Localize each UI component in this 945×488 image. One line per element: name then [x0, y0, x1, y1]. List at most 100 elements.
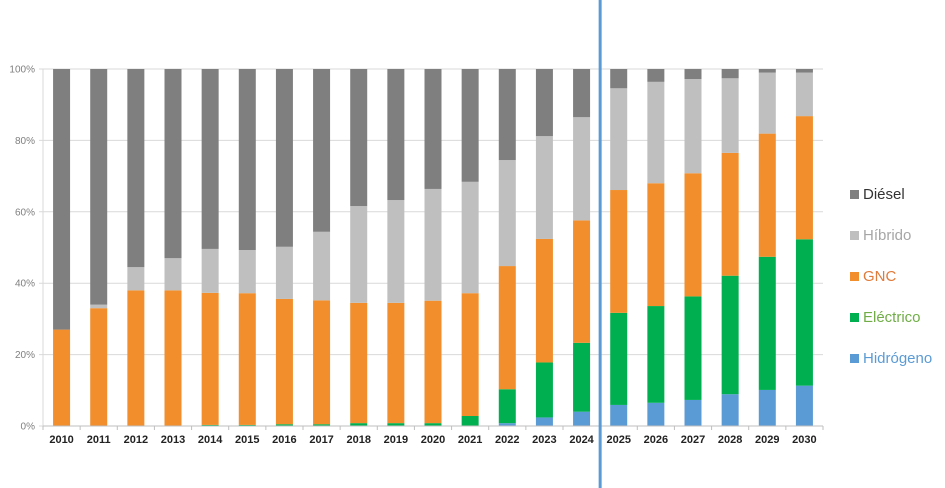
- x-tick-label: 2026: [644, 434, 668, 446]
- x-tick-label: 2011: [87, 434, 111, 446]
- legend-swatch-hidrogeno: [850, 354, 859, 363]
- bar-segment-diesel-2017: [313, 69, 331, 232]
- bar-segment-electrico-2014: [201, 424, 219, 426]
- x-tick-label: 2015: [235, 434, 259, 446]
- legend: Diésel Híbrido GNC Eléctrico Hidrógeno: [850, 186, 945, 391]
- bar-segment-electrico-2017: [313, 424, 331, 426]
- bar-segment-hibrido-2029: [758, 72, 776, 134]
- bar-segment-electrico-2025: [610, 312, 628, 405]
- bar-segment-diesel-2010: [53, 69, 71, 330]
- bar-segment-gnc-2017: [313, 300, 331, 425]
- legend-item-gnc: GNC: [850, 268, 945, 309]
- x-tick-label: 2021: [458, 434, 482, 446]
- bar-segment-gnc-2028: [721, 152, 739, 276]
- bar-segment-diesel-2026: [647, 69, 665, 82]
- bar-segment-hidrogeno-2026: [647, 402, 665, 426]
- bar-segment-hibrido-2022: [498, 160, 516, 267]
- bar-segment-hibrido-2012: [127, 267, 145, 291]
- x-tick-label: 2019: [384, 434, 408, 446]
- legend-label-hibrido: Híbrido: [863, 227, 912, 244]
- bar-segment-hidrogeno-2027: [684, 399, 702, 426]
- x-tick-label: 2017: [309, 434, 333, 446]
- bar-segment-electrico-2023: [535, 362, 553, 418]
- bar-segment-hibrido-2030: [795, 72, 813, 117]
- legend-swatch-hibrido: [850, 231, 859, 240]
- legend-item-diesel: Diésel: [850, 186, 945, 227]
- bar-segment-electrico-2028: [721, 275, 739, 395]
- bar-segment-diesel-2011: [90, 69, 108, 305]
- bar-segment-hibrido-2028: [721, 78, 739, 153]
- bar-segment-hidrogeno-2028: [721, 394, 739, 426]
- bar-segment-diesel-2012: [127, 69, 145, 268]
- legend-item-electrico: Eléctrico: [850, 309, 945, 350]
- bar-segment-gnc-2018: [350, 302, 368, 424]
- bar-segment-hidrogeno-2025: [610, 404, 628, 426]
- bar-segment-hibrido-2027: [684, 78, 702, 174]
- bar-segment-diesel-2019: [387, 69, 405, 201]
- legend-item-hibrido: Híbrido: [850, 227, 945, 268]
- bar-segment-electrico-2022: [498, 389, 516, 424]
- x-tick-label: 2020: [421, 434, 445, 446]
- bar-segment-diesel-2029: [758, 69, 776, 73]
- bar-segment-diesel-2027: [684, 69, 702, 79]
- bar-segment-electrico-2015: [238, 424, 256, 426]
- bar-segment-hibrido-2015: [238, 249, 256, 294]
- legend-swatch-electrico: [850, 313, 859, 322]
- bar-segment-diesel-2024: [573, 69, 591, 118]
- bar-segment-gnc-2011: [90, 308, 108, 426]
- legend-label-diesel: Diésel: [863, 186, 905, 203]
- x-tick-label: 2014: [198, 434, 223, 446]
- bar-segment-gnc-2010: [53, 329, 71, 426]
- bar-segment-diesel-2013: [164, 69, 182, 259]
- bar-segment-hibrido-2016: [275, 246, 293, 299]
- bar-segment-hibrido-2011: [90, 304, 108, 309]
- bar-segment-diesel-2015: [238, 69, 256, 250]
- x-tick-label: 2028: [718, 434, 742, 446]
- bar-segment-gnc-2012: [127, 290, 145, 426]
- bar-segment-gnc-2024: [573, 220, 591, 343]
- x-tick-label: 2010: [49, 434, 73, 446]
- bar-segment-electrico-2029: [758, 256, 776, 390]
- bar-segment-hibrido-2017: [313, 231, 331, 301]
- bar-segment-hidrogeno-2023: [535, 417, 553, 426]
- bar-segment-electrico-2020: [424, 423, 442, 426]
- y-tick-label: 100%: [9, 65, 35, 76]
- bar-segment-hibrido-2023: [535, 136, 553, 239]
- bar-segment-hibrido-2026: [647, 81, 665, 184]
- bar-segment-electrico-2030: [795, 239, 813, 386]
- bar-segment-gnc-2030: [795, 116, 813, 240]
- bar-segment-diesel-2014: [201, 69, 219, 249]
- x-tick-label: 2018: [346, 434, 370, 446]
- x-tick-label: 2016: [272, 434, 296, 446]
- legend-label-gnc: GNC: [863, 268, 897, 285]
- bar-segment-hibrido-2014: [201, 248, 219, 293]
- bar-segment-electrico-2024: [573, 342, 591, 412]
- bar-segment-electrico-2026: [647, 306, 665, 403]
- x-tick-label: 2029: [755, 434, 779, 446]
- bar-segment-gnc-2019: [387, 302, 405, 424]
- bar-segment-diesel-2020: [424, 69, 442, 189]
- bar-segment-gnc-2027: [684, 173, 702, 297]
- bar-segment-diesel-2030: [795, 69, 813, 73]
- bar-segment-gnc-2014: [201, 292, 219, 425]
- bar-segment-gnc-2022: [498, 266, 516, 390]
- y-tick-label: 60%: [15, 207, 35, 218]
- legend-label-electrico: Eléctrico: [863, 309, 921, 326]
- bar-segment-hidrogeno-2022: [498, 423, 516, 426]
- bar-segment-diesel-2022: [498, 69, 516, 161]
- x-tick-label: 2027: [681, 434, 705, 446]
- bar-segment-hibrido-2025: [610, 88, 628, 191]
- bar-segment-gnc-2020: [424, 300, 442, 424]
- bar-segment-electrico-2021: [461, 416, 479, 426]
- bar-segment-diesel-2021: [461, 69, 479, 182]
- bar-segment-diesel-2016: [275, 69, 293, 247]
- x-tick-label: 2030: [792, 434, 816, 446]
- bar-segment-electrico-2019: [387, 423, 405, 426]
- bar-segment-hibrido-2020: [424, 188, 442, 301]
- bar-segment-electrico-2027: [684, 296, 702, 400]
- bar-segment-hibrido-2024: [573, 117, 591, 221]
- bar-segment-hibrido-2019: [387, 200, 405, 303]
- bar-segment-hidrogeno-2030: [795, 385, 813, 426]
- legend-swatch-diesel: [850, 190, 859, 199]
